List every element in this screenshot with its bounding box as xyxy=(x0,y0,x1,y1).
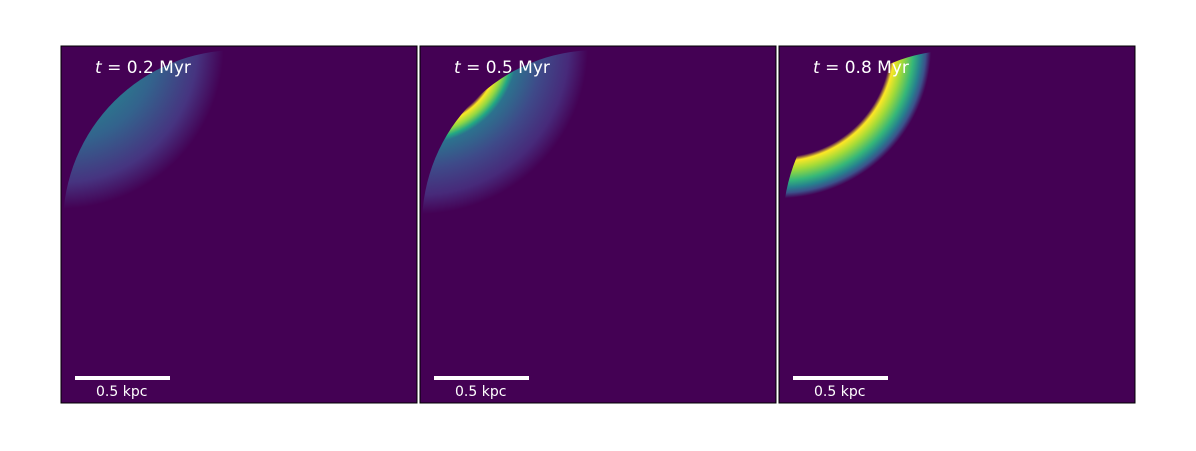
scale-label: 0.5 kpc xyxy=(814,384,865,400)
time: = 0.2 Myr xyxy=(107,58,191,78)
density-map xyxy=(783,50,1133,400)
time: = 0.5 Myr xyxy=(466,58,550,78)
time-label: t = 0.8 Myr xyxy=(813,58,909,78)
scale-bar xyxy=(793,376,888,380)
symbol: t xyxy=(813,58,821,78)
panel: t = 0.8 Myr 0.5 kpc xyxy=(776,43,1138,406)
time: = 0.8 Myr xyxy=(825,58,909,78)
symbol: t xyxy=(454,58,462,78)
time-label: t = 0.5 Myr xyxy=(454,58,550,78)
symbol: t xyxy=(95,58,103,78)
density-map xyxy=(63,50,413,400)
scale-bar xyxy=(75,376,170,380)
panel: t = 0.5 Myr 0.5 kpc xyxy=(417,43,779,406)
scale-label: 0.5 kpc xyxy=(96,384,147,400)
scale-bar xyxy=(434,376,529,380)
time-label: t = 0.2 Myr xyxy=(95,58,191,78)
panel: t = 0.2 Myr 0.5 kpc xyxy=(58,43,420,406)
scale-label: 0.5 kpc xyxy=(455,384,506,400)
density-map xyxy=(422,50,772,400)
